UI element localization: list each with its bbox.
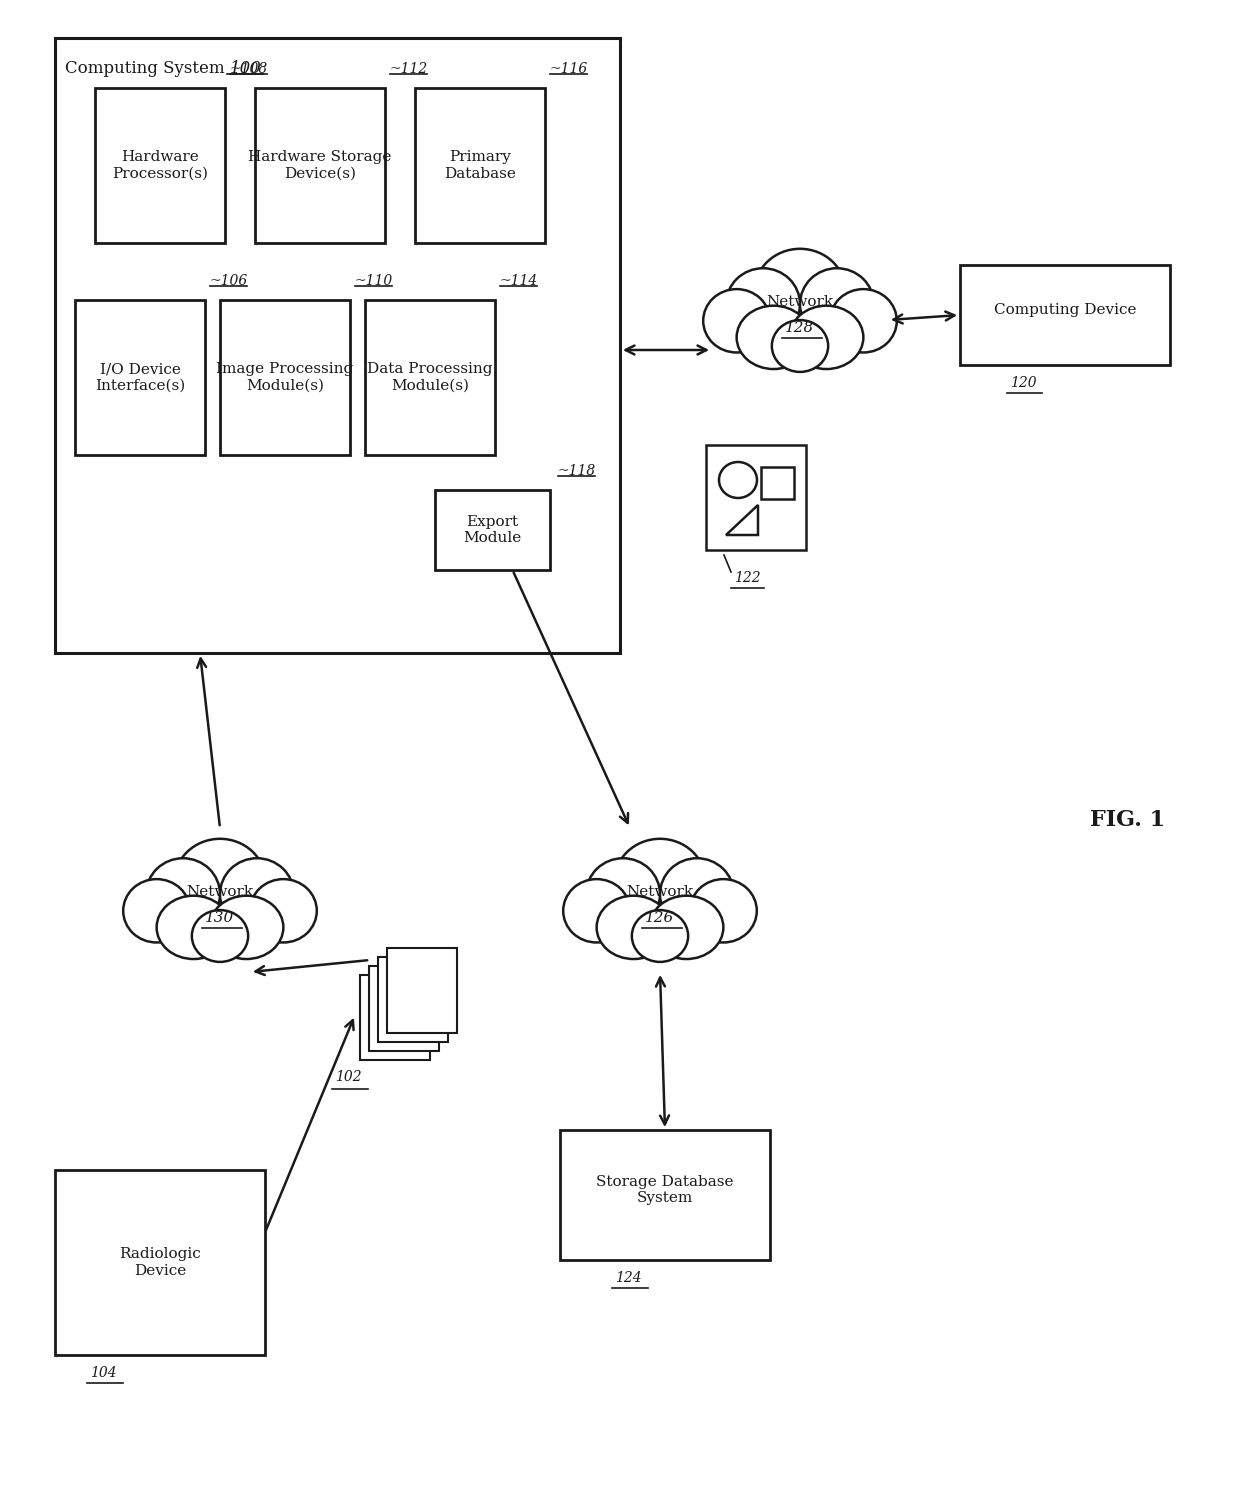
Ellipse shape: [192, 911, 248, 962]
Ellipse shape: [146, 858, 219, 930]
Ellipse shape: [830, 289, 897, 352]
Text: FIG. 1: FIG. 1: [1090, 810, 1166, 831]
FancyBboxPatch shape: [74, 299, 205, 455]
Text: Hardware
Processor(s): Hardware Processor(s): [112, 150, 208, 181]
Ellipse shape: [754, 248, 846, 336]
Text: ~112: ~112: [391, 62, 428, 75]
Ellipse shape: [596, 895, 671, 959]
Text: Computing Device: Computing Device: [993, 303, 1136, 318]
FancyBboxPatch shape: [761, 467, 794, 500]
Text: 124: 124: [615, 1272, 641, 1285]
Text: Computing System: Computing System: [64, 60, 224, 77]
Text: Primary
Database: Primary Database: [444, 150, 516, 181]
Ellipse shape: [800, 268, 874, 340]
Text: Network: Network: [626, 885, 693, 898]
Text: 120: 120: [1011, 376, 1037, 390]
Text: Network: Network: [766, 295, 833, 309]
Text: 100: 100: [229, 60, 262, 77]
Text: 104: 104: [91, 1367, 117, 1380]
FancyBboxPatch shape: [55, 38, 620, 653]
Ellipse shape: [563, 879, 630, 942]
FancyBboxPatch shape: [365, 299, 495, 455]
Text: Hardware Storage
Device(s): Hardware Storage Device(s): [248, 150, 392, 181]
Text: 122: 122: [734, 570, 760, 585]
FancyBboxPatch shape: [560, 1130, 770, 1260]
Ellipse shape: [737, 306, 811, 369]
Text: 102: 102: [335, 1070, 362, 1084]
Ellipse shape: [156, 895, 231, 959]
Text: Radiologic
Device: Radiologic Device: [119, 1248, 201, 1278]
Ellipse shape: [614, 838, 706, 926]
Text: ~116: ~116: [551, 62, 588, 75]
Ellipse shape: [250, 879, 316, 942]
Ellipse shape: [790, 306, 863, 369]
Text: ~118: ~118: [558, 464, 596, 479]
Text: Export
Module: Export Module: [464, 515, 522, 545]
Ellipse shape: [689, 879, 756, 942]
FancyBboxPatch shape: [360, 975, 430, 1060]
Text: Storage Database
System: Storage Database System: [596, 1175, 734, 1206]
Ellipse shape: [210, 895, 284, 959]
Text: Image Processing
Module(s): Image Processing Module(s): [216, 363, 353, 393]
Text: ~108: ~108: [229, 62, 268, 75]
FancyBboxPatch shape: [255, 87, 384, 242]
FancyBboxPatch shape: [370, 966, 439, 1050]
Text: Data Processing
Module(s): Data Processing Module(s): [367, 363, 492, 393]
Ellipse shape: [587, 858, 660, 930]
Ellipse shape: [175, 838, 265, 926]
FancyBboxPatch shape: [387, 948, 458, 1032]
FancyBboxPatch shape: [95, 87, 224, 242]
Ellipse shape: [123, 879, 190, 942]
Text: I/O Device
Interface(s): I/O Device Interface(s): [95, 363, 185, 393]
Ellipse shape: [650, 895, 723, 959]
FancyBboxPatch shape: [415, 87, 546, 242]
FancyBboxPatch shape: [960, 265, 1171, 366]
Ellipse shape: [771, 321, 828, 372]
FancyBboxPatch shape: [219, 299, 350, 455]
Text: Network: Network: [186, 885, 253, 898]
FancyBboxPatch shape: [55, 1169, 265, 1354]
Ellipse shape: [703, 289, 770, 352]
Text: 126: 126: [645, 911, 675, 926]
Ellipse shape: [727, 268, 800, 340]
FancyBboxPatch shape: [435, 491, 551, 570]
FancyBboxPatch shape: [706, 445, 806, 549]
Text: 128: 128: [785, 321, 815, 336]
Ellipse shape: [219, 858, 294, 930]
Text: ~106: ~106: [210, 274, 248, 287]
Ellipse shape: [632, 911, 688, 962]
FancyBboxPatch shape: [378, 957, 448, 1041]
Text: ~110: ~110: [355, 274, 393, 287]
Text: 130: 130: [206, 911, 234, 926]
Text: ~114: ~114: [500, 274, 538, 287]
Ellipse shape: [660, 858, 734, 930]
